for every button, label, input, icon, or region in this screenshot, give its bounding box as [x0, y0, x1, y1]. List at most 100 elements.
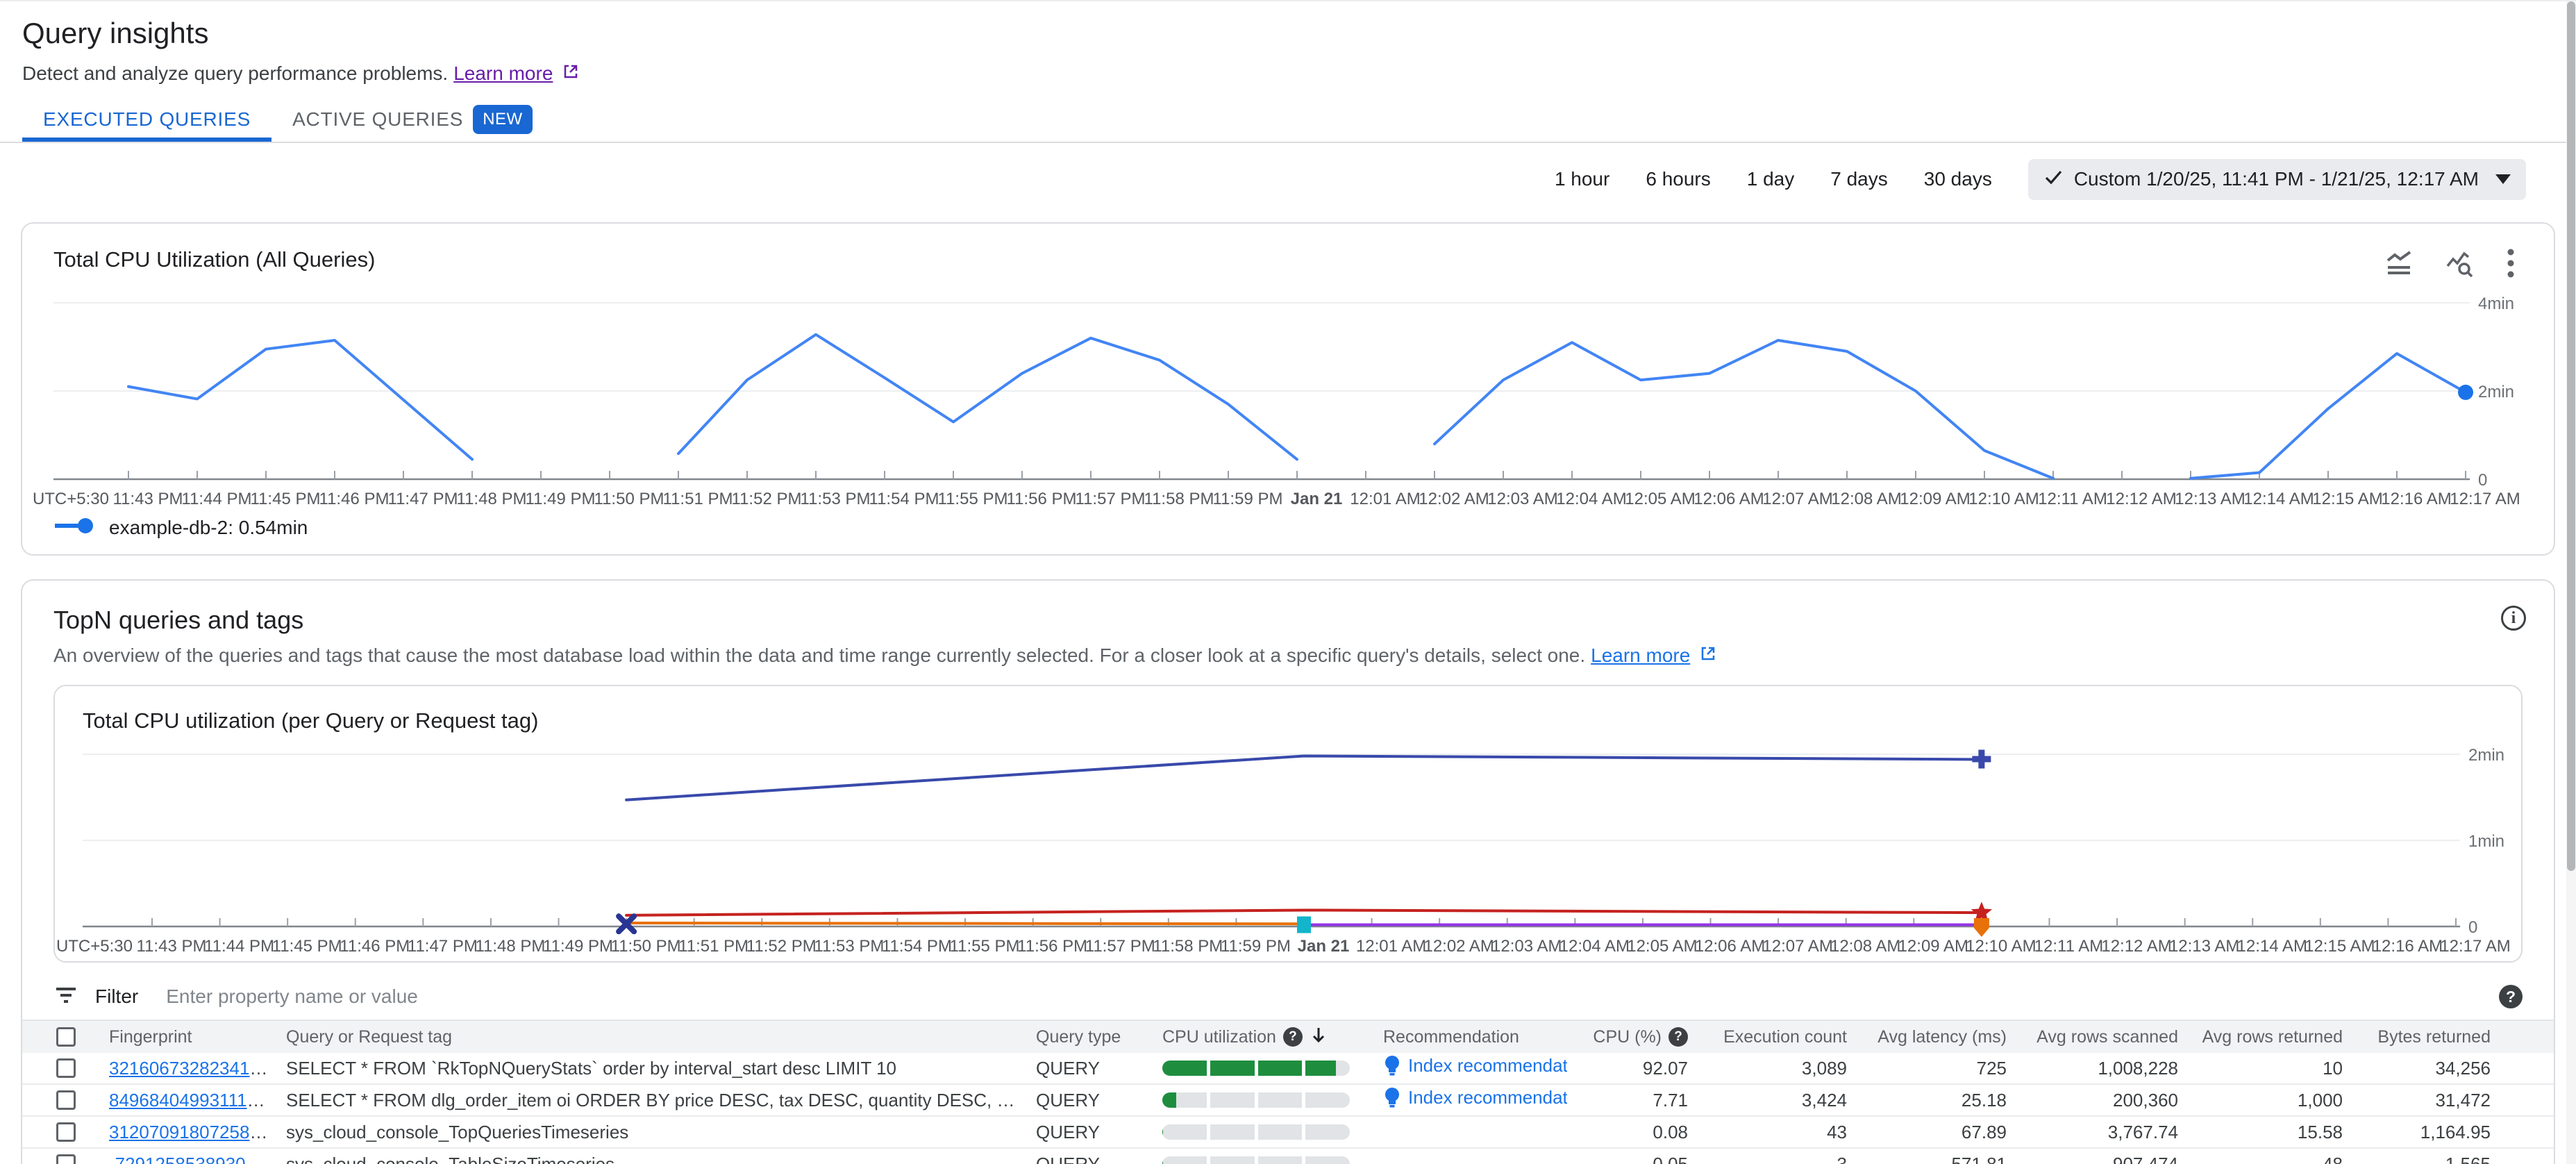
- x-axis-label: 12:09 AM: [1900, 490, 1970, 508]
- cpu-bar-segment: [1257, 1061, 1303, 1076]
- filter-icon[interactable]: [53, 983, 78, 1011]
- fingerprint-link[interactable]: 312070918072583382: [109, 1121, 286, 1142]
- external-link-icon: [1700, 645, 1716, 667]
- vertical-scrollbar[interactable]: [2566, 1, 2576, 1164]
- column-header-execution-count[interactable]: Execution count: [1723, 1026, 1847, 1047]
- x-axis-label: 12:01 AM: [1356, 937, 1426, 956]
- info-icon[interactable]: i: [2501, 606, 2526, 631]
- row-checkbox[interactable]: [56, 1154, 76, 1164]
- x-axis-label: 12:14 AM: [2243, 490, 2314, 508]
- row-checkbox[interactable]: [56, 1122, 76, 1142]
- chart-zoom-icon[interactable]: [2445, 248, 2475, 278]
- x-axis-label: Jan 21: [1291, 490, 1343, 508]
- series-top-query-3: [625, 922, 1305, 926]
- index-recommendation-link[interactable]: Index recommendation: [1383, 1086, 1567, 1110]
- tab-executed-queries[interactable]: EXECUTED QUERIES: [22, 101, 272, 142]
- area-chart-icon[interactable]: [2384, 248, 2414, 278]
- x-axis-label: 11:58 PM: [1144, 490, 1214, 508]
- x-axis-label: 11:59 PM: [1221, 937, 1291, 956]
- x-axis-label: 11:44 PM: [182, 490, 252, 508]
- help-icon[interactable]: ?: [1282, 1027, 1303, 1047]
- avg-rows-returned-value: 1,000: [2297, 1089, 2343, 1111]
- cpu-bar-segment: [1210, 1061, 1255, 1076]
- square-marker: [1297, 916, 1311, 933]
- bytes-returned-value: 31,472: [2435, 1089, 2491, 1111]
- cpu-bar-segment: [1162, 1061, 1207, 1076]
- fingerprint-link[interactable]: 8496840499311158456: [109, 1089, 286, 1111]
- y-axis-label: 2min: [2468, 746, 2504, 765]
- custom-time-range-chip[interactable]: Custom 1/20/25, 11:41 PM - 1/21/25, 12:1…: [2027, 158, 2526, 200]
- time-range-option-6-hours[interactable]: 6 hours: [1646, 168, 1711, 190]
- x-axis-label: 12:05 AM: [1627, 937, 1697, 956]
- select-all-checkbox[interactable]: [56, 1027, 76, 1047]
- avg-latency-value: 725: [1976, 1057, 2007, 1079]
- query-type: QUERY: [1036, 1153, 1100, 1164]
- x-axis-label: 11:50 PM: [594, 490, 664, 508]
- check-icon: [2043, 167, 2063, 192]
- x-axis-label: 12:05 AM: [1625, 490, 1695, 508]
- x-axis-label: 12:12 AM: [2101, 937, 2171, 956]
- fingerprint-link[interactable]: 3216067328234137024: [109, 1057, 286, 1079]
- time-range-selector: 1 hour 6 hours 1 day 7 days 30 days Custom 1…: [0, 158, 2576, 200]
- time-range-option-1-day[interactable]: 1 day: [1746, 168, 1795, 190]
- time-range-option-30-days[interactable]: 30 days: [1923, 168, 1992, 190]
- x-axis-label: 11:51 PM: [678, 937, 748, 956]
- filter-input[interactable]: [166, 986, 2499, 1008]
- query-text: sys_cloud_console_TableSizeTimeseries: [286, 1153, 615, 1164]
- fingerprint-link[interactable]: -72912585389302133...: [109, 1153, 286, 1164]
- column-header-fingerprint[interactable]: Fingerprint: [109, 1026, 192, 1047]
- cpu-bar-segment: [1210, 1156, 1255, 1164]
- help-icon[interactable]: ?: [2499, 985, 2523, 1008]
- row-checkbox[interactable]: [56, 1090, 76, 1110]
- x-axis-label: 11:43 PM: [137, 937, 207, 956]
- x-axis-label: 12:10 AM: [1966, 937, 2036, 956]
- query-type: QUERY: [1036, 1057, 1100, 1079]
- query-type: QUERY: [1036, 1089, 1100, 1111]
- learn-more-link[interactable]: Learn more: [453, 63, 553, 84]
- filter-bar: Filter ?: [22, 976, 2554, 1017]
- cpu-bar-segment: [1210, 1124, 1255, 1140]
- cpu-bar-segment: [1162, 1092, 1207, 1108]
- column-header-avg-rows-scanned[interactable]: Avg rows scanned: [2036, 1026, 2178, 1047]
- sort-descending-icon[interactable]: [1310, 1026, 1328, 1049]
- x-axis-label: 12:09 AM: [1898, 937, 1968, 956]
- x-axis-label: 12:16 AM: [2381, 490, 2451, 508]
- avg-rows-scanned-value: 907,474: [2113, 1153, 2178, 1164]
- tab-active-queries[interactable]: ACTIVE QUERIES NEW: [271, 101, 553, 142]
- scrollbar-thumb[interactable]: [2567, 1, 2575, 871]
- column-header-bytes-returned[interactable]: Bytes returned: [2377, 1026, 2491, 1047]
- recommendation-label: Index recommendation: [1408, 1087, 1567, 1108]
- column-header-cpu-utilization[interactable]: CPU utilization ?: [1162, 1026, 1383, 1049]
- x-axis-label: 11:44 PM: [204, 937, 274, 956]
- column-header-query-type[interactable]: Query type: [1036, 1026, 1121, 1047]
- x-axis-label: 11:54 PM: [869, 490, 939, 508]
- time-range-option-1-hour[interactable]: 1 hour: [1554, 168, 1610, 190]
- x-axis-label: 12:06 AM: [1693, 490, 1764, 508]
- queries-table: Fingerprint Query or Request tag Query t…: [22, 1020, 2554, 1164]
- bytes-returned-value: 34,256: [2435, 1057, 2491, 1079]
- x-axis-label: 11:49 PM: [543, 937, 613, 956]
- topn-learn-more-link[interactable]: Learn more: [1591, 645, 1691, 666]
- column-header-query[interactable]: Query or Request tag: [286, 1026, 453, 1047]
- time-range-option-7-days[interactable]: 7 days: [1830, 168, 1888, 190]
- cpu-utilization-bar: [1162, 1061, 1350, 1076]
- column-header-avg-latency[interactable]: Avg latency (ms): [1877, 1026, 2007, 1047]
- x-axis-label: 12:15 AM: [2305, 937, 2375, 956]
- filter-label: Filter: [95, 986, 139, 1007]
- row-checkbox[interactable]: [56, 1058, 76, 1078]
- series-example-db-2: [677, 333, 1298, 461]
- column-header-cpu-percent[interactable]: CPU (%) ?: [1567, 1027, 1700, 1047]
- x-axis-label: Jan 21: [1298, 937, 1350, 956]
- x-axis-label: 12:03 AM: [1491, 937, 1562, 956]
- help-icon[interactable]: ?: [1668, 1027, 1688, 1047]
- column-header-recommendation[interactable]: Recommendation: [1383, 1026, 1519, 1047]
- index-recommendation-link[interactable]: Index recommendation: [1383, 1054, 1567, 1078]
- column-header-avg-rows-returned[interactable]: Avg rows returned: [2202, 1026, 2343, 1047]
- y-axis-label: 0: [2468, 918, 2477, 937]
- y-axis-label: 2min: [2478, 383, 2514, 401]
- cpu-bar-segment: [1162, 1156, 1207, 1164]
- x-axis-label: 11:53 PM: [814, 937, 884, 956]
- more-options-kebab-icon[interactable]: [2506, 247, 2516, 279]
